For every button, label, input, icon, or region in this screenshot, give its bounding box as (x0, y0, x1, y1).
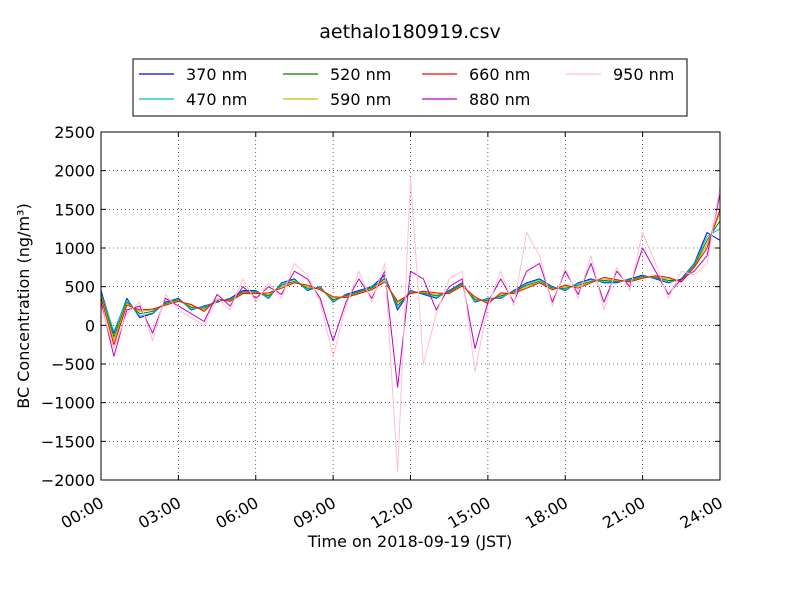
legend-label: 470 nm (186, 90, 247, 109)
x-tick-label: 18:00 (522, 493, 571, 533)
legend-label: 660 nm (469, 65, 530, 84)
y-tick-label: 2500 (54, 123, 95, 142)
series-line-370-nm (100, 232, 721, 334)
y-tick-label: −2000 (41, 471, 95, 490)
y-tick-label: −500 (51, 355, 95, 374)
x-axis-title: Time on 2018-09-19 (JST) (307, 532, 512, 551)
x-tick-label: 06:00 (212, 493, 261, 533)
y-tick-label: 1500 (54, 200, 95, 219)
series-line-880-nm (100, 193, 721, 388)
chart-title: aethalo180919.csv (319, 21, 501, 43)
y-tick-label: 2000 (54, 162, 95, 181)
y-tick-label: 0 (85, 316, 95, 335)
legend: 370 nm 470 nm 520 nm 590 nm 660 nm 880 nm 950 … (132, 58, 688, 117)
x-tick-label: 24:00 (677, 493, 726, 533)
series-line-470-nm (100, 228, 721, 332)
x-tick-label: 09:00 (290, 493, 339, 533)
y-tick-label: −1000 (41, 394, 95, 413)
x-tick-label: 12:00 (367, 493, 416, 533)
legend-label: 950 nm (613, 65, 674, 84)
y-tick-label: −1500 (41, 432, 95, 451)
x-tick-label: 21:00 (599, 493, 648, 533)
legend-label: 590 nm (330, 90, 391, 109)
legend-label: 520 nm (330, 65, 391, 84)
axis-ticks: 00:00 03:00 06:00 09:00 12:00 15:00 18:00 21:00… (41, 123, 726, 533)
legend-label: 370 nm (186, 65, 247, 84)
x-tick-label: 03:00 (135, 493, 184, 533)
series-line-520-nm (100, 220, 721, 338)
series-lines (100, 177, 721, 473)
y-axis-title: BC Concentration (ng/m³) (14, 203, 33, 408)
series-line-590-nm (100, 213, 721, 342)
series-line-660-nm (100, 209, 721, 346)
x-tick-label: 00:00 (58, 493, 107, 533)
y-tick-label: 1000 (54, 239, 95, 258)
series-line-950-nm (100, 177, 721, 473)
legend-label: 880 nm (469, 90, 530, 109)
y-tick-label: 500 (64, 278, 95, 297)
legend-box (132, 58, 688, 117)
x-tick-label: 15:00 (444, 493, 493, 533)
